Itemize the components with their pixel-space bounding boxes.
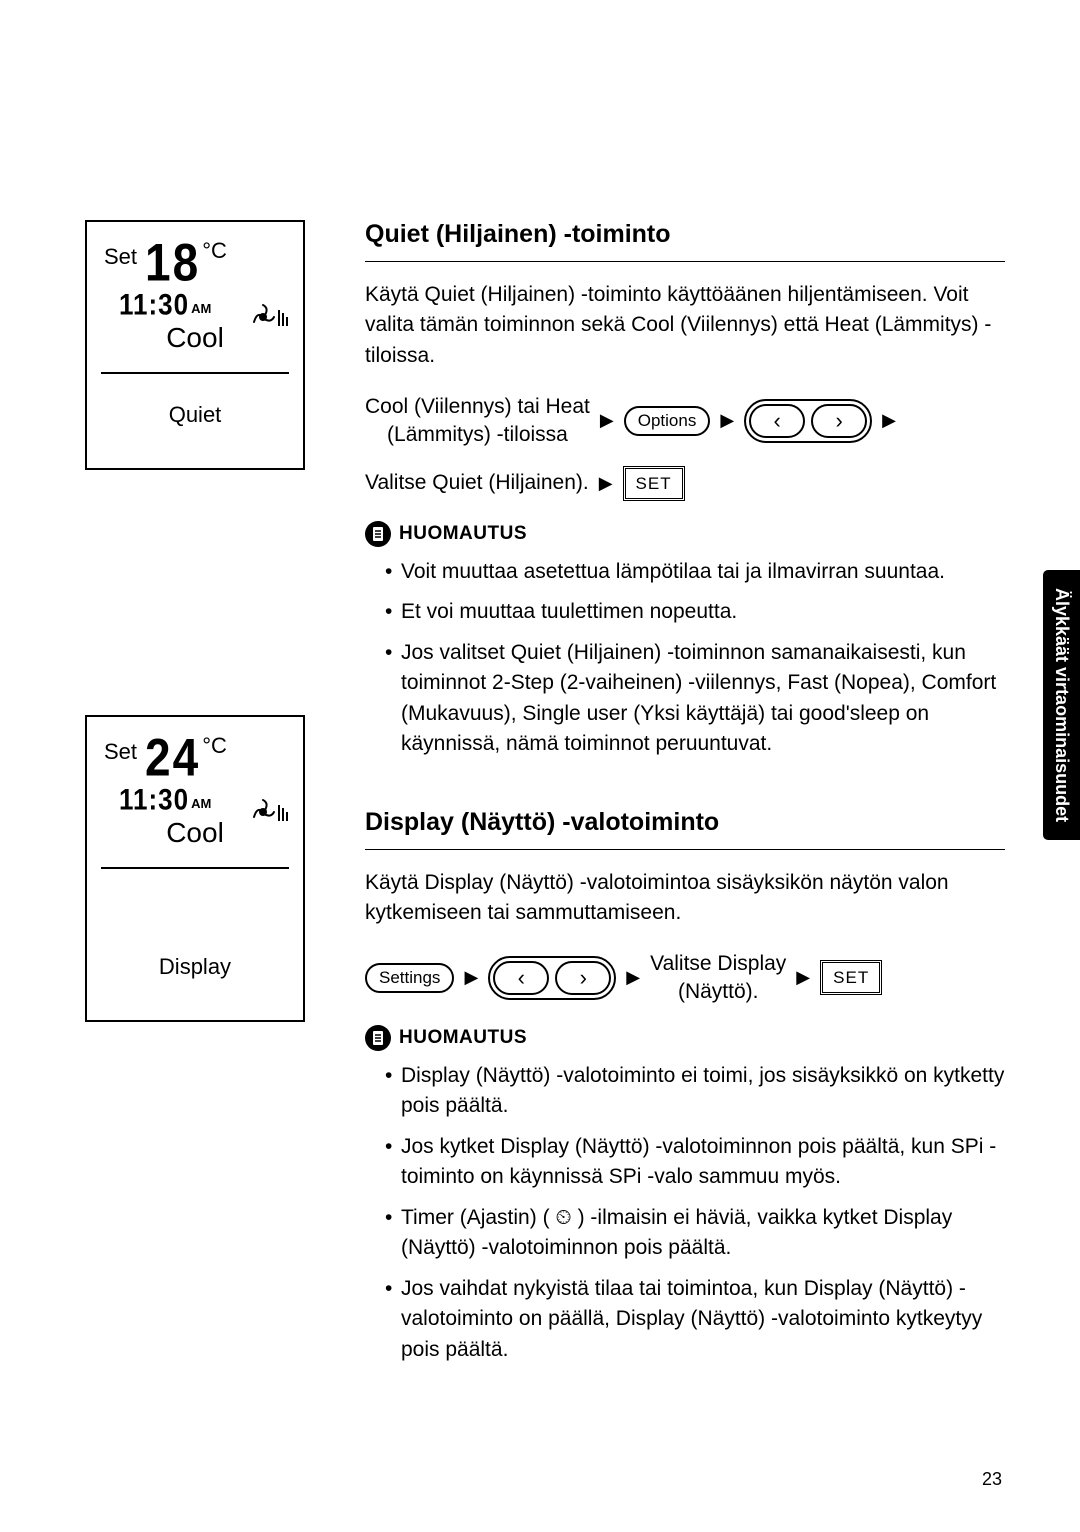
note-header: HUOMAUTUS: [365, 521, 1005, 547]
page-number: 23: [982, 1469, 1002, 1490]
nav-right-button[interactable]: ›: [555, 961, 611, 995]
options-button[interactable]: Options: [624, 406, 711, 436]
note-list-2: Display (Näyttö) -valotoiminto ei toimi,…: [365, 1061, 1005, 1365]
note-icon: [365, 1025, 391, 1051]
display-divider: [101, 867, 289, 869]
remote-display-display: Set 24°C 11:30 AM: [85, 715, 305, 1022]
left-column: Set 18°C 11:30 AM: [75, 220, 315, 1375]
select-display-label: Valitse Display (Näyttö).: [650, 950, 786, 1005]
time-value: 11:30: [119, 287, 189, 323]
page-content: Set 18°C 11:30 AM: [0, 0, 1080, 1425]
step1-label-l1: Cool (Viilennys) tai Heat: [365, 395, 590, 418]
section-divider: [365, 849, 1005, 850]
display-section-title: Display (Näyttö) -valotoiminto: [365, 808, 1005, 837]
nav-right-button[interactable]: ›: [811, 404, 867, 438]
set-label: Set: [104, 244, 137, 270]
display-label: Display: [99, 954, 291, 980]
note-title: HUOMAUTUS: [399, 523, 527, 545]
set-button[interactable]: SET: [623, 466, 685, 501]
select-display-l1: Valitse Display: [650, 952, 786, 975]
set-label: Set: [104, 739, 137, 765]
display-divider: [101, 372, 289, 374]
arrow-icon: ▶: [796, 967, 810, 988]
temperature-unit: °C: [202, 733, 227, 758]
time-value: 11:30: [119, 782, 189, 818]
note-title: HUOMAUTUS: [399, 1027, 527, 1049]
temperature-value: 24: [145, 731, 200, 784]
right-column: Quiet (Hiljainen) -toiminto Käytä Quiet …: [365, 220, 1005, 1375]
ampm-label: AM: [191, 796, 211, 811]
arrow-icon: ▶: [464, 967, 478, 988]
display-section: Display (Näyttö) -valotoiminto Käytä Dis…: [365, 808, 1005, 1365]
arrow-icon: ▶: [626, 967, 640, 988]
note-item: Timer (Ajastin) ( ⏲ ) -ilmaisin ei häviä…: [385, 1203, 1005, 1264]
side-tab: Älykkäät virtaominaisuudet: [1043, 570, 1080, 840]
note-item: Jos vaihdat nykyistä tilaa tai toimintoa…: [385, 1274, 1005, 1365]
fan-icon: [249, 795, 289, 834]
note-item: Et voi muuttaa tuulettimen nopeutta.: [385, 597, 1005, 627]
note-icon: [365, 521, 391, 547]
arrow-icon: ▶: [882, 410, 896, 431]
quiet-section-title: Quiet (Hiljainen) -toiminto: [365, 220, 1005, 249]
nav-left-button[interactable]: ‹: [493, 961, 549, 995]
temperature-value: 18: [145, 236, 200, 289]
ampm-label: AM: [191, 301, 211, 316]
nav-buttons-group: ‹ ›: [488, 956, 616, 1000]
arrow-icon: ▶: [720, 410, 734, 431]
arrow-icon: ▶: [600, 410, 614, 431]
nav-buttons-group: ‹ ›: [744, 399, 872, 443]
note-item: Display (Näyttö) -valotoiminto ei toimi,…: [385, 1061, 1005, 1122]
note-list-1: Voit muuttaa asetettua lämpötilaa tai ja…: [365, 557, 1005, 760]
step-row-1: Cool (Viilennys) tai Heat (Lämmitys) -ti…: [365, 393, 1005, 448]
section-divider: [365, 261, 1005, 262]
quiet-intro-text: Käytä Quiet (Hiljainen) -toiminto käyttö…: [365, 280, 1005, 371]
set-button[interactable]: SET: [820, 960, 882, 995]
step2-label: Valitse Quiet (Hiljainen).: [365, 471, 589, 495]
step1-label: Cool (Viilennys) tai Heat (Lämmitys) -ti…: [365, 393, 590, 448]
fan-icon: [249, 300, 289, 339]
step-row-2: Valitse Quiet (Hiljainen). ▶ SET: [365, 466, 1005, 501]
display-intro-text: Käytä Display (Näyttö) -valotoimintoa si…: [365, 868, 1005, 929]
display-step-row: Settings ▶ ‹ › ▶ Valitse Display (Näyttö…: [365, 950, 1005, 1005]
quiet-label: Quiet: [99, 402, 291, 428]
note-item: Jos valitset Quiet (Hiljainen) -toiminno…: [385, 638, 1005, 760]
step1-label-l2: (Lämmitys) -tiloissa: [387, 423, 568, 446]
select-display-l2: (Näyttö).: [678, 980, 759, 1003]
arrow-icon: ▶: [599, 473, 613, 494]
settings-button[interactable]: Settings: [365, 963, 454, 993]
remote-display-quiet: Set 18°C 11:30 AM: [85, 220, 305, 470]
note-item: Voit muuttaa asetettua lämpötilaa tai ja…: [385, 557, 1005, 587]
note-item: Jos kytket Display (Näyttö) -valotoiminn…: [385, 1132, 1005, 1193]
nav-left-button[interactable]: ‹: [749, 404, 805, 438]
temperature-unit: °C: [202, 238, 227, 263]
note-header: HUOMAUTUS: [365, 1025, 1005, 1051]
